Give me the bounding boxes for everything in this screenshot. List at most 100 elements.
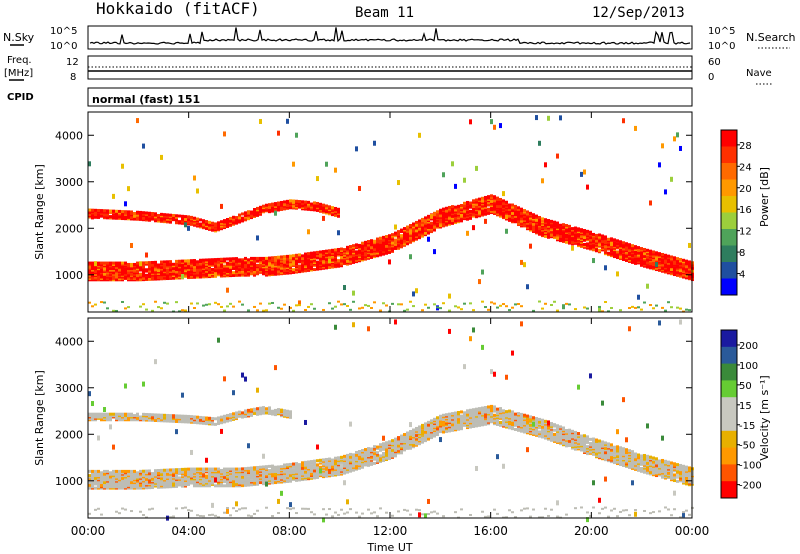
power-near-range-cell (361, 306, 364, 309)
power-near-range-cell (649, 304, 652, 307)
power-cell (274, 255, 277, 259)
vel-cell (172, 414, 175, 418)
vel-cell (181, 414, 184, 418)
vel-near-range-cell (304, 507, 307, 510)
power-cell (466, 205, 469, 209)
power-near-range-cell (253, 305, 256, 308)
power-scatter-cell (412, 291, 415, 297)
power-cell (667, 265, 670, 269)
power-cell (445, 209, 448, 213)
vel-near-range-cell (346, 511, 349, 514)
power-cell (418, 219, 421, 223)
power-near-range-cell (469, 302, 472, 305)
power-cell (211, 221, 214, 225)
power-cell (142, 216, 145, 220)
power-near-range-cell (406, 308, 409, 311)
vel-cell (202, 467, 205, 471)
vel-cell (97, 485, 100, 489)
vel-cell (187, 467, 190, 471)
power-near-range-cell (607, 310, 610, 313)
power-cell (190, 259, 193, 263)
power-cell (175, 273, 178, 277)
vel-near-range-cell (427, 513, 430, 516)
power-cell (544, 226, 547, 230)
power-cell (634, 245, 637, 249)
power-cell (532, 213, 535, 217)
vel-near-range-cell (235, 510, 238, 513)
power-cell (109, 276, 112, 280)
vel-scatter-cell (424, 513, 427, 519)
power-cell (610, 237, 613, 241)
vel-near-range-cell (223, 511, 226, 514)
vel-cell (127, 416, 130, 420)
vel-scatter-cell (256, 387, 259, 393)
vel-cell (247, 466, 250, 470)
power-cell (259, 209, 262, 213)
power-scatter-cell (451, 161, 454, 167)
power-cell (289, 254, 292, 258)
power-near-range-cell (634, 306, 637, 309)
power-cell (673, 268, 676, 272)
power-scatter-cell (616, 271, 619, 277)
vel-cell (121, 412, 124, 416)
power-cell (160, 271, 163, 275)
power-cell (175, 221, 178, 225)
vel-cell (112, 469, 115, 473)
vel-near-range-cell (184, 506, 187, 509)
colorbar-tick-label: 24 (739, 162, 752, 173)
vel-near-range-cell (325, 513, 328, 516)
power-cell (145, 276, 148, 280)
vel-near-range-cell (349, 508, 352, 511)
vel-cell (328, 457, 331, 461)
power-near-range-cell (664, 309, 667, 312)
power-cell (622, 241, 625, 245)
power-cell (673, 266, 676, 270)
power-cell (181, 263, 184, 267)
vel-near-range-cell (460, 508, 463, 511)
power-cell (268, 259, 271, 263)
power-cell (148, 272, 151, 276)
power-near-range-cell (568, 303, 571, 306)
power-cell (553, 230, 556, 234)
power-near-range-cell (229, 302, 232, 305)
vel-cell (115, 483, 118, 487)
power-cell (406, 242, 409, 246)
power-cell (112, 261, 115, 265)
power-cell (427, 223, 430, 227)
power-cell (274, 262, 277, 266)
power-cell (628, 251, 631, 255)
power-cell (484, 195, 487, 199)
power-cell (148, 261, 151, 265)
power-cell (334, 206, 337, 210)
power-cell (250, 214, 253, 218)
vel-cell (208, 416, 211, 420)
vel-scatter-cell (322, 517, 325, 523)
vel-cell (163, 471, 166, 475)
vel-near-range-cell (100, 513, 103, 516)
power-scatter-cell (328, 258, 331, 264)
power-scatter-cell (193, 175, 196, 181)
power-near-range-cell (472, 309, 475, 312)
power-cell (358, 243, 361, 247)
power-cell (337, 247, 340, 251)
power-near-range-cell (583, 306, 586, 309)
power-cell (370, 248, 373, 252)
vel-cell (205, 467, 208, 471)
power-cell (478, 210, 481, 214)
vel-cell (214, 467, 217, 471)
power-near-range-cell (91, 305, 94, 308)
vel-cell (421, 440, 424, 444)
vel-cell (127, 469, 130, 473)
power-cell (97, 215, 100, 219)
vel-cell (379, 448, 382, 452)
power-cell (175, 259, 178, 263)
vel-scatter-cell (97, 435, 100, 441)
vel-scatter-cell (142, 381, 145, 387)
power-cell (247, 268, 250, 272)
power-scatter-cell (94, 261, 97, 267)
power-cell (550, 233, 553, 237)
power-cell (463, 212, 466, 216)
power-cell (436, 224, 439, 228)
power-cell (160, 218, 163, 222)
